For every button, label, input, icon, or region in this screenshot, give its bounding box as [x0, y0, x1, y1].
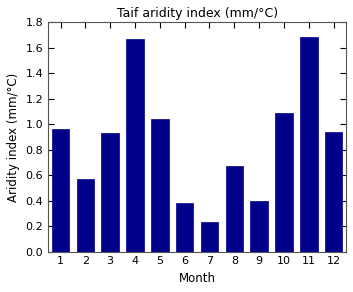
Bar: [126, 39, 144, 252]
Bar: [251, 201, 268, 252]
Bar: [325, 132, 342, 252]
Bar: [151, 119, 168, 252]
Bar: [102, 133, 119, 252]
Y-axis label: Aridity index (mm/°C): Aridity index (mm/°C): [7, 72, 20, 202]
Bar: [176, 203, 193, 252]
Bar: [52, 129, 69, 252]
Bar: [226, 166, 243, 252]
Bar: [201, 223, 218, 252]
Bar: [77, 179, 94, 252]
X-axis label: Month: Month: [179, 272, 216, 285]
Bar: [300, 36, 317, 252]
Title: Taif aridity index (mm/°C): Taif aridity index (mm/°C): [116, 7, 278, 20]
Bar: [275, 113, 293, 252]
